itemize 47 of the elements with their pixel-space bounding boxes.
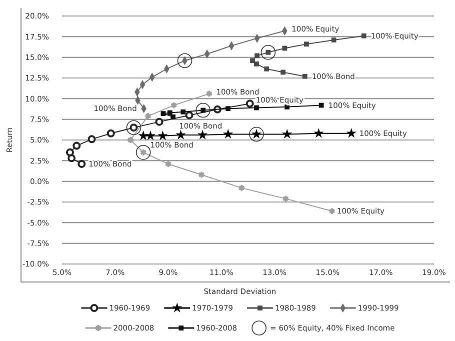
point	[318, 102, 324, 108]
point	[136, 145, 151, 160]
point	[254, 53, 260, 58]
point	[106, 129, 115, 138]
point	[260, 44, 276, 60]
point	[304, 42, 309, 47]
point	[170, 114, 176, 120]
point	[250, 58, 255, 64]
point	[284, 104, 290, 110]
point	[78, 160, 86, 168]
point	[197, 130, 208, 140]
point	[164, 160, 172, 168]
point	[126, 120, 142, 135]
point	[68, 154, 76, 162]
point	[282, 128, 292, 139]
point	[246, 100, 254, 108]
point	[185, 111, 194, 120]
point	[158, 130, 168, 140]
point	[196, 102, 210, 118]
point	[254, 62, 259, 66]
point	[264, 66, 270, 72]
point	[138, 130, 148, 140]
point	[72, 142, 81, 150]
point	[282, 46, 288, 51]
point	[177, 53, 192, 68]
point	[226, 106, 231, 112]
point	[302, 74, 308, 79]
point	[198, 170, 206, 179]
point	[249, 126, 264, 142]
point	[346, 128, 356, 138]
point	[361, 33, 366, 38]
point	[222, 128, 234, 139]
point	[144, 112, 152, 120]
point	[176, 130, 186, 140]
point	[160, 111, 166, 116]
point	[280, 70, 286, 75]
point	[126, 136, 134, 144]
point	[155, 118, 164, 126]
point	[145, 130, 156, 140]
point	[314, 128, 324, 138]
point	[170, 101, 178, 110]
point	[66, 148, 74, 156]
point	[180, 109, 186, 114]
point	[254, 105, 259, 110]
point	[167, 110, 172, 116]
point	[88, 135, 96, 144]
point	[331, 38, 336, 42]
